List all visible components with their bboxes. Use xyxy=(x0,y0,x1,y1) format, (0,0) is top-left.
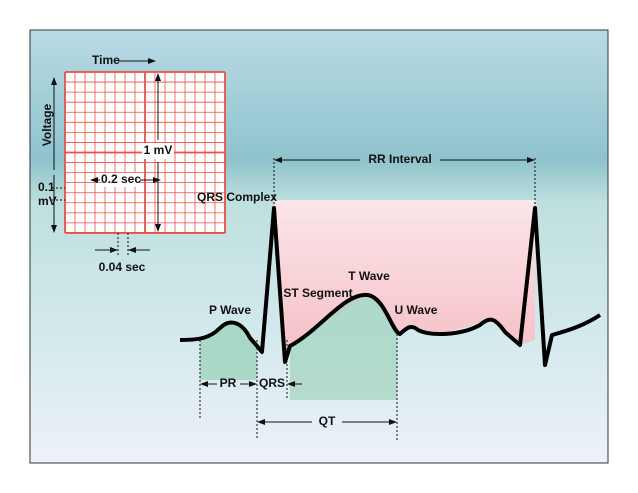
sec-label: 0.2 sec xyxy=(101,172,141,186)
t-shade xyxy=(290,294,397,400)
rr-shade xyxy=(274,200,535,360)
mv-small-label: 0.1 xyxy=(38,180,55,194)
p-shade xyxy=(200,322,257,380)
ecg-trace xyxy=(179,206,602,367)
voltage-label: Voltage xyxy=(40,103,54,146)
st-segment-label: ST Segment xyxy=(283,286,352,300)
p-wave-label: P Wave xyxy=(209,303,251,317)
qrs-complex-label: QRS Complex xyxy=(197,190,277,204)
mv-label: 1 mV xyxy=(144,143,173,157)
label-bg xyxy=(102,173,140,187)
label-bg xyxy=(142,143,174,159)
time-label: Time xyxy=(92,53,120,67)
pr-label: PR xyxy=(220,376,237,390)
u-wave-label: U Wave xyxy=(395,303,438,317)
qt-label: QT xyxy=(319,414,336,428)
small-sec-label: 0.04 sec xyxy=(99,260,146,274)
t-wave-label: T Wave xyxy=(348,269,390,283)
rr-label: RR Interval xyxy=(368,152,431,166)
mv-small-label: mV xyxy=(38,194,57,208)
qrs-label: QRS xyxy=(259,376,285,390)
